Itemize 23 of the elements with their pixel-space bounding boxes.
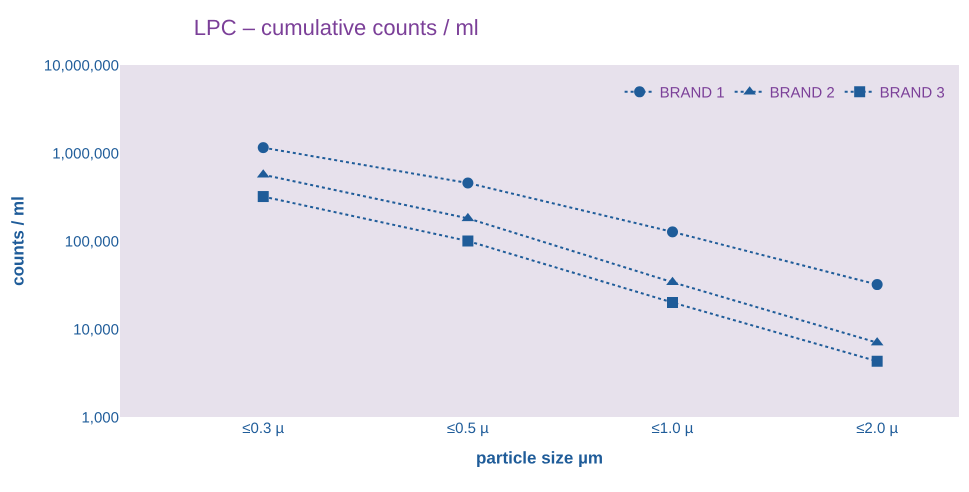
x-tick-label: ≤1.0 µ <box>652 420 694 437</box>
y-tick-label: 1,000 <box>81 409 119 426</box>
point <box>872 356 883 367</box>
chart-title: LPC – cumulative counts / ml <box>194 15 479 40</box>
y-tick-label: 10,000 <box>73 321 119 338</box>
point <box>667 297 678 308</box>
legend-label: BRAND 3 <box>880 84 945 102</box>
point <box>462 178 474 189</box>
y-axis-title: counts / ml <box>8 196 28 286</box>
legend-label: BRAND 2 <box>770 84 835 102</box>
x-axis-title: particle size µm <box>476 448 603 468</box>
point <box>258 142 269 154</box>
x-tick-label: ≤0.5 µ <box>446 420 490 437</box>
y-tick-label: 10,000,000 <box>44 57 119 74</box>
point <box>872 279 883 290</box>
x-tick-label: ≤0.3 µ <box>242 420 285 437</box>
legend-label: BRAND 1 <box>660 84 725 102</box>
point <box>667 226 678 238</box>
point <box>258 191 269 202</box>
y-tick-label: 100,000 <box>64 233 119 250</box>
x-tick-label: ≤2.0 µ <box>856 420 898 437</box>
y-tick-label: 1,000,000 <box>52 145 119 162</box>
point <box>462 236 474 246</box>
